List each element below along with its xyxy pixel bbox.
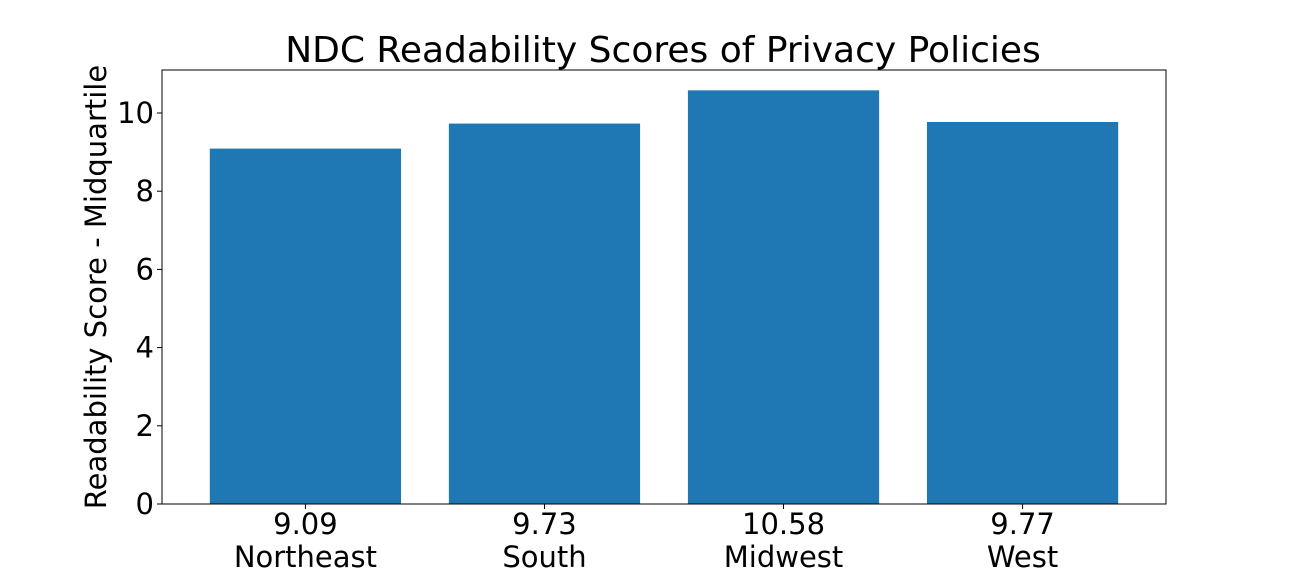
y-tick-label: 4 [136, 331, 154, 365]
bar-south [448, 123, 641, 504]
x-tick-category-label: Northeast [234, 540, 377, 574]
y-tick-label: 10 [117, 96, 154, 130]
bar-northeast [209, 148, 402, 505]
x-tick-value-label: 9.09 [273, 507, 338, 541]
bar-west [926, 122, 1119, 504]
y-tick-label: 0 [136, 487, 154, 521]
y-tick-label: 2 [136, 409, 154, 443]
y-tick-label: 8 [136, 174, 154, 208]
x-tick-value-label: 10.58 [742, 507, 825, 541]
x-tick-value-label: 9.77 [990, 507, 1055, 541]
x-tick-value-label: 9.73 [512, 507, 577, 541]
y-tick-label: 6 [136, 252, 154, 286]
y-axis-label: Readability Score - Midquartile [79, 65, 113, 509]
x-tick-category-label: West [987, 540, 1058, 574]
bar-midwest [687, 90, 880, 504]
bars-layer [209, 90, 1119, 505]
x-tick-category-label: Midwest [724, 540, 844, 574]
chart-title: NDC Readability Scores of Privacy Polici… [285, 30, 1041, 71]
x-tick-category-label: South [502, 540, 586, 574]
y-axis-ticks: 0 2 4 6 8 10 [117, 96, 162, 521]
plot-area-frame [161, 69, 1167, 505]
